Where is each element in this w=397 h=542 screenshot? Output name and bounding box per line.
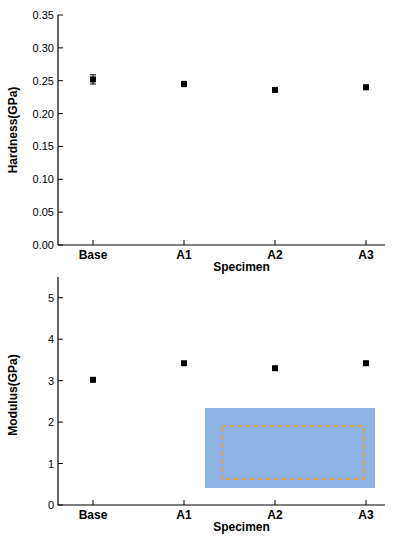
y-tick [58,80,63,81]
marker [363,360,369,366]
y-tick-label: 3 [48,375,54,387]
marker [181,360,187,366]
y-tick-label: 0.25 [33,75,54,87]
y-tick [58,422,63,423]
marks [90,75,369,93]
y-tick [58,297,63,298]
y-tick [58,380,63,381]
y-axis-label: Modulus(GPa) [6,354,20,435]
x-axis [58,244,385,245]
x-tick [275,240,276,245]
marks [90,360,369,383]
y-tick [58,339,63,340]
y-tick [58,146,63,147]
x-tick-label: A3 [358,248,374,262]
y-tick [58,505,63,506]
y-tick-label: 0.30 [33,42,54,54]
x-tick [275,500,276,505]
x-tick [184,500,185,505]
canvas: 0.000.050.100.150.200.250.300.35BaseA1A2… [0,0,397,542]
x-axis [58,504,385,505]
marker [90,76,96,82]
x-tick [93,500,94,505]
y-tick [58,463,63,464]
marker [90,377,96,383]
y-tick-label: 0.15 [33,140,54,152]
y-axis-label: Hardness(GPa) [6,87,20,174]
x-tick-label: Base [79,248,108,262]
y-tick-label: 1 [48,458,54,470]
y-tick [58,179,63,180]
x-axis-label: Specimen [213,260,270,274]
chart-1: 012345BaseA1A2A3SpecimenModulus(GPa) [6,277,385,534]
error-bar [181,81,187,86]
y-tick-label: 2 [48,416,54,428]
y-tick [58,245,63,246]
y-tick-label: 0.05 [33,206,54,218]
y-tick-label: 0.20 [33,108,54,120]
x-tick-label: A1 [176,508,192,522]
x-tick-label: Base [79,508,108,522]
x-axis-label: Specimen [213,520,270,534]
y-axis [57,15,58,245]
x-tick [93,240,94,245]
x-tick [184,240,185,245]
error-cap [90,84,96,85]
marker [363,84,369,90]
y-tick [58,212,63,213]
chart-0: 0.000.050.100.150.200.250.300.35BaseA1A2… [6,9,385,274]
y-tick-label: 5 [48,292,54,304]
marker [272,87,278,93]
error-cap [90,74,96,75]
inset-image [205,408,375,488]
inset-frame [222,426,364,479]
y-tick [58,113,63,114]
y-tick-label: 0.00 [33,239,54,251]
y-tick-label: 0 [48,499,54,511]
y-tick-label: 0.35 [33,9,54,21]
x-tick-label: A3 [358,508,374,522]
root: 0.000.050.100.150.200.250.300.35BaseA1A2… [0,0,397,542]
y-tick-label: 4 [48,333,54,345]
y-tick-label: 0.10 [33,173,54,185]
x-tick-label: A1 [176,248,192,262]
y-tick [58,15,63,16]
x-tick [366,500,367,505]
x-tick [366,240,367,245]
y-axis [57,277,58,505]
error-bar [90,75,96,84]
y-tick [58,47,63,48]
marker [272,365,278,371]
marker [181,81,187,87]
